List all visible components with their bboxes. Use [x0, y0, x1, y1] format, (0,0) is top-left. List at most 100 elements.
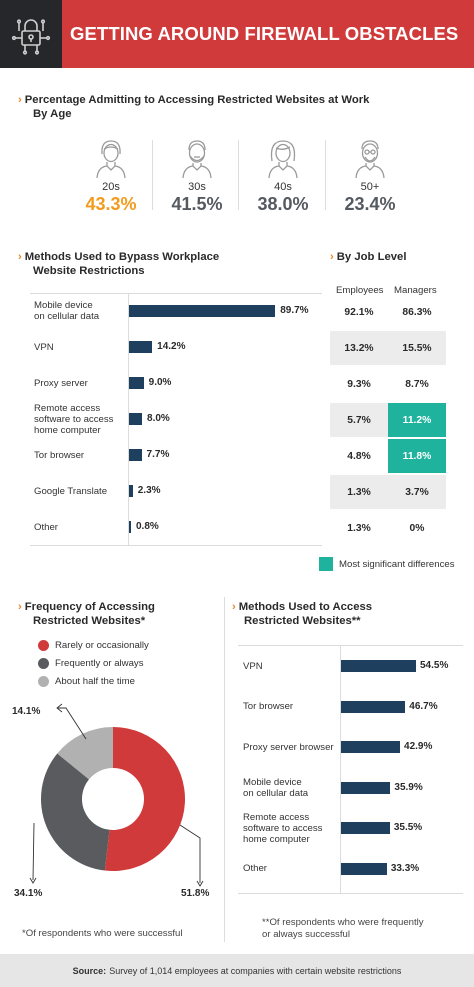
method-bar: [129, 305, 276, 317]
donut-slice: [41, 753, 110, 871]
older-man-icon: [355, 140, 385, 179]
access-footnote: **Of respondents who were frequently or …: [262, 917, 424, 940]
managers-cell: 11.8%: [388, 439, 446, 473]
age-divider: [152, 140, 153, 210]
access-bar-value: 42.9%: [404, 741, 433, 752]
method-bar: [129, 485, 133, 497]
frequency-legend-item: Rarely or occasionally: [38, 640, 149, 651]
access-footnote-line2: or always successful: [262, 928, 350, 940]
frequency-title-line2: Restricted Websites*: [33, 614, 146, 627]
frequency-donut-chart: [29, 703, 204, 887]
method-bar-value: 14.2%: [157, 341, 186, 352]
access-footnote-line1: **Of respondents who were frequently: [262, 917, 424, 928]
chevron-right-icon: ›: [232, 601, 236, 613]
method-bar: [129, 413, 143, 425]
access-bar-value: 46.7%: [409, 700, 438, 712]
age-group-30s: 30s 41.5%: [153, 135, 241, 215]
age-group-50plus: 50+ 23.4%: [326, 135, 414, 215]
chevron-right-icon: ›: [18, 251, 22, 263]
access-category-label: Other: [243, 863, 267, 874]
method-bar-value: 8.0%: [147, 413, 170, 424]
employees-cell: 4.8%: [347, 450, 371, 462]
frequency-title-line1: Frequency of Accessing: [24, 601, 155, 613]
method-category-label: Proxy server: [34, 377, 88, 389]
access-category-label: Mobile device on cellular data: [243, 776, 309, 799]
header-banner: GETTING AROUND FIREWALL OBSTACLES: [0, 0, 474, 68]
table-rule: [30, 545, 322, 546]
access-bar: [341, 781, 391, 794]
frequency-legend-label: Rarely or occasionally: [55, 640, 149, 651]
age-group-20s: 20s 43.3%: [67, 135, 155, 215]
employees-cell: 9.3%: [347, 378, 371, 390]
method-category-label: Other: [34, 521, 58, 533]
legend-dot: [38, 676, 49, 687]
frequency-section-title: › Frequency of Accessing Restricted Websi…: [18, 601, 218, 628]
access-title-line2: Restricted Websites**: [244, 614, 361, 627]
managers-cell: 3.7%: [388, 475, 446, 509]
leader-arrow: [56, 703, 63, 713]
table-rule: [238, 893, 463, 894]
access-bar-value: 54.5%: [420, 660, 449, 671]
managers-cell: 0%: [409, 522, 425, 534]
leader-arrow: [196, 880, 204, 887]
employees-column-header: Employees: [336, 285, 384, 296]
job-level-title: › By Job Level: [330, 251, 470, 265]
method-bar: [129, 341, 153, 353]
leader-line: [32, 822, 35, 881]
bar-axis-line: [128, 293, 129, 545]
source-text: Survey of 1,014 employees at companies w…: [109, 965, 402, 976]
method-bar-value: 7.7%: [146, 449, 170, 460]
source-footer: Source: Survey of 1,014 employees at com…: [0, 954, 474, 987]
method-category-label: VPN: [34, 341, 54, 353]
legend-dot: [38, 658, 49, 669]
source-label: Source:: [72, 965, 107, 976]
employees-cell: 13.2%: [330, 331, 388, 365]
age-title-line2: By Age: [33, 107, 72, 120]
method-bar-value: 89.7%: [280, 305, 309, 316]
employees-cell: 5.7%: [330, 403, 388, 437]
age-group-40s: 40s 38.0%: [239, 135, 327, 215]
donut-slice: [57, 727, 113, 780]
method-category-label: Remote access software to access home comp…: [34, 402, 114, 436]
age-divider: [325, 140, 326, 210]
method-bar-value: 2.3%: [137, 485, 161, 496]
significance-legend-label: Most significant differences: [339, 559, 455, 570]
bar-axis-line: [340, 645, 341, 893]
access-bar-value: 33.3%: [390, 862, 420, 874]
table-rule: [30, 293, 322, 294]
age-label: 40s: [274, 181, 292, 193]
access-bar: [341, 741, 401, 753]
bearded-man-icon: [182, 140, 212, 179]
age-value: 38.0%: [257, 194, 309, 214]
age-label: 20s: [102, 181, 120, 193]
methods-title-line2: Website Restrictions: [33, 264, 145, 277]
method-bar: [129, 377, 144, 389]
access-bar: [341, 660, 416, 672]
frequency-footnote: *Of respondents who were successful: [22, 928, 183, 939]
table-rule: [238, 645, 463, 646]
chevron-right-icon: ›: [18, 94, 22, 106]
method-bar-value: 0.8%: [136, 521, 159, 532]
donut-slice: [104, 727, 186, 871]
frequency-legend-label: About half the time: [55, 676, 135, 687]
method-bar-value: 9.0%: [148, 377, 172, 388]
chevron-right-icon: ›: [330, 251, 334, 263]
access-bar: [341, 822, 390, 834]
frequency-legend-label: Frequently or always: [55, 658, 144, 669]
access-bar-value: 35.9%: [394, 781, 423, 793]
padlock-circuit-icon: [11, 19, 51, 55]
age-value: 41.5%: [171, 194, 223, 214]
access-category-label: Remote access software to access home comp…: [243, 811, 323, 845]
frequency-legend-item: About half the time: [38, 676, 135, 687]
chevron-right-icon: ›: [18, 601, 22, 613]
managers-cell: 15.5%: [388, 331, 446, 365]
managers-cell: 11.2%: [388, 403, 446, 437]
employees-cell: 92.1%: [344, 306, 374, 318]
managers-column-header: Managers: [394, 285, 437, 296]
age-value: 43.3%: [85, 194, 137, 214]
method-category-label: Mobile device on cellular data: [34, 300, 100, 322]
method-bar: [129, 449, 142, 461]
method-category-label: Tor browser: [34, 449, 85, 461]
significance-legend-swatch: [319, 557, 333, 571]
header-title-box: GETTING AROUND FIREWALL OBSTACLES: [62, 0, 474, 68]
